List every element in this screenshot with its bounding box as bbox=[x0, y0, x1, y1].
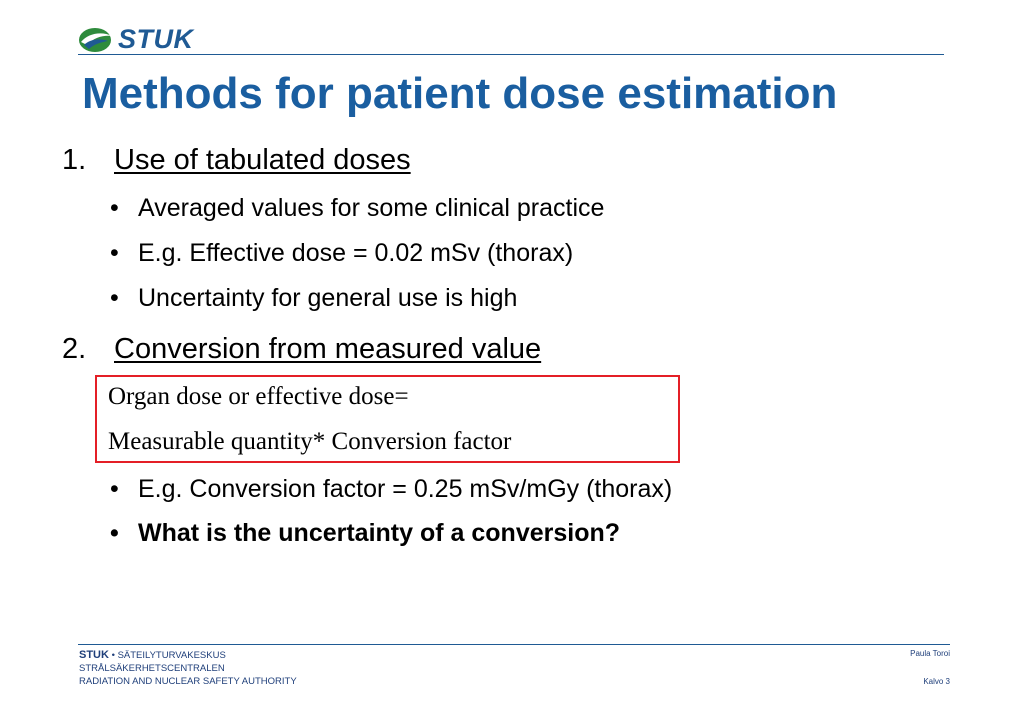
bullet-dot: • bbox=[110, 194, 119, 222]
header-divider bbox=[78, 54, 944, 55]
stuk-logo-icon bbox=[79, 28, 112, 52]
footer-name-fi: SÄTEILYTURVAKESKUS bbox=[117, 650, 226, 661]
formula-box bbox=[95, 375, 680, 463]
section-1: 1. Use of tabulated doses bbox=[62, 142, 411, 178]
bullet-dot: • bbox=[110, 475, 119, 503]
section-2-number: 2. bbox=[62, 333, 87, 365]
logo-text: STUK bbox=[118, 23, 194, 54]
bullet-text: E.g. Conversion factor = 0.25 mSv/mGy (t… bbox=[138, 475, 673, 503]
bullet-text: E.g. Effective dose = 0.02 mSv (thorax) bbox=[138, 239, 574, 267]
footer-slide-number: Kalvo 3 bbox=[923, 677, 950, 686]
footer-separator: • bbox=[108, 650, 118, 661]
bullet-text: Averaged values for some clinical practi… bbox=[138, 194, 605, 222]
slide-title: Methods for patient dose estimation bbox=[82, 69, 838, 118]
bullet-dot: • bbox=[110, 239, 119, 267]
section-2: 2. Conversion from measured value bbox=[62, 331, 541, 367]
footer-author: Paula Toroi bbox=[910, 649, 950, 658]
section-1-number: 1. bbox=[62, 144, 87, 176]
formula-line-2: Measurable quantity* Conversion factor bbox=[108, 428, 512, 455]
footer-brand: STUK bbox=[79, 649, 109, 661]
bullet-text: Uncertainty for general use is high bbox=[138, 284, 518, 312]
bullet-dot: • bbox=[110, 284, 119, 312]
bullet-dot: • bbox=[110, 519, 119, 547]
footer-line-1: STUK • SÄTEILYTURVAKESKUS bbox=[79, 649, 297, 662]
footer-name-en: RADIATION AND NUCLEAR SAFETY AUTHORITY bbox=[79, 676, 297, 687]
list-item: • E.g. Effective dose = 0.02 mSv (thorax) bbox=[110, 237, 573, 269]
section-1-heading: Use of tabulated doses bbox=[114, 144, 411, 176]
footer-divider bbox=[78, 644, 950, 645]
bullet-text: What is the uncertainty of a conversion? bbox=[138, 519, 621, 547]
section-2-heading: Conversion from measured value bbox=[114, 333, 542, 365]
list-item: • What is the uncertainty of a conversion… bbox=[110, 517, 620, 549]
footer-name-sv: STRÅLSÄKERHETSCENTRALEN bbox=[79, 663, 225, 674]
formula-line-1: Organ dose or effective dose= bbox=[108, 383, 409, 410]
footer-organization: STUK • SÄTEILYTURVAKESKUS STRÅLSÄKERHETS… bbox=[79, 649, 297, 688]
list-item: • Uncertainty for general use is high bbox=[110, 282, 517, 314]
stuk-logo: STUK bbox=[78, 22, 194, 56]
list-item: • E.g. Conversion factor = 0.25 mSv/mGy (… bbox=[110, 473, 672, 505]
list-item: • Averaged values for some clinical pract… bbox=[110, 192, 604, 224]
